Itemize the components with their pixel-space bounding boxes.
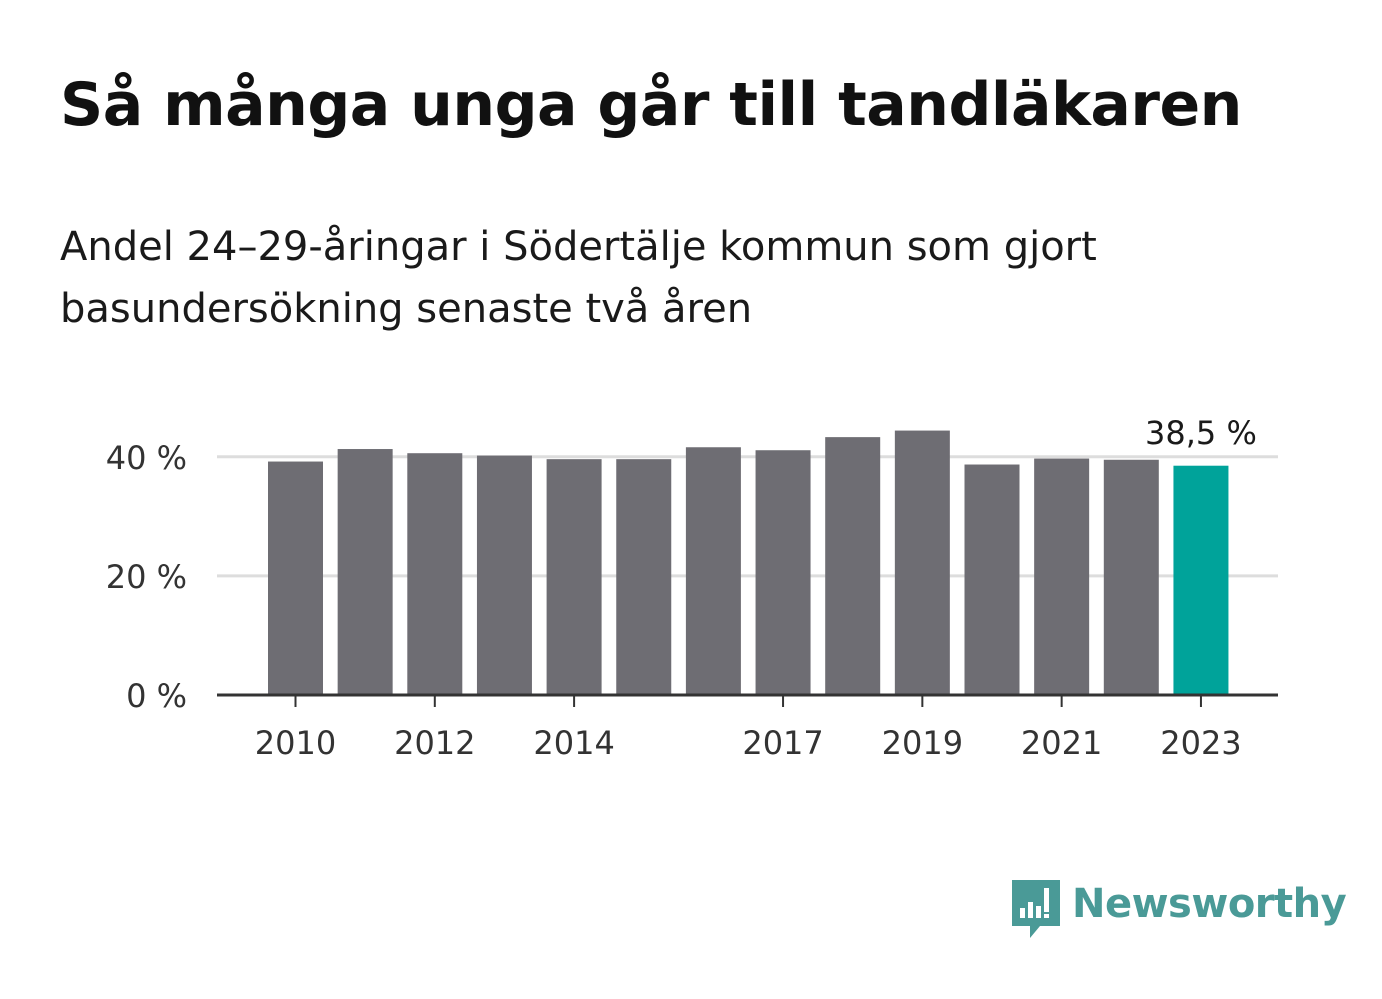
chart-title: Så många unga går till tandläkaren: [60, 70, 1242, 140]
x-axis: [217, 693, 1278, 707]
bar: [407, 453, 463, 695]
x-tick-label: 2014: [533, 724, 614, 762]
bar: [755, 450, 811, 695]
bar: [616, 459, 672, 695]
bar: [964, 464, 1020, 695]
x-axis-labels: 2010 2012 2014 2017 2019 2021 2023: [255, 724, 1242, 762]
y-tick-label: 0 %: [126, 677, 187, 715]
gridlines: [217, 455, 1278, 578]
x-tick-label: 2021: [1021, 724, 1102, 762]
x-tick-label: 2012: [394, 724, 475, 762]
annotations: 38,5 %: [1145, 414, 1257, 452]
bar: [825, 437, 881, 695]
highlight-value-label: 38,5 %: [1145, 414, 1257, 452]
bar: [1103, 459, 1159, 695]
bar: [1034, 458, 1090, 695]
x-tick-label: 2010: [255, 724, 336, 762]
bar: [476, 455, 532, 695]
bar-chart-speech-bubble-icon: [1012, 880, 1060, 938]
bar-highlight: [1173, 465, 1229, 695]
brand-name: Newsworthy: [1072, 881, 1347, 927]
x-tick-label: 2017: [742, 724, 823, 762]
bar: [268, 461, 323, 695]
y-tick-label: 20 %: [106, 558, 187, 596]
newsworthy-logo: Newsworthy: [1010, 878, 1347, 942]
y-tick-label: 40 %: [106, 439, 187, 477]
bar: [894, 430, 950, 695]
bar: [546, 459, 602, 695]
chart-subtitle: Andel 24–29-åringar i Södertälje kommun …: [60, 224, 1097, 332]
x-tick-label: 2023: [1160, 724, 1241, 762]
bar: [685, 447, 741, 695]
bars: [268, 430, 1229, 695]
bar: [337, 449, 393, 695]
y-axis-labels: 0 % 20 % 40 %: [106, 439, 187, 715]
x-tick-label: 2019: [882, 724, 963, 762]
